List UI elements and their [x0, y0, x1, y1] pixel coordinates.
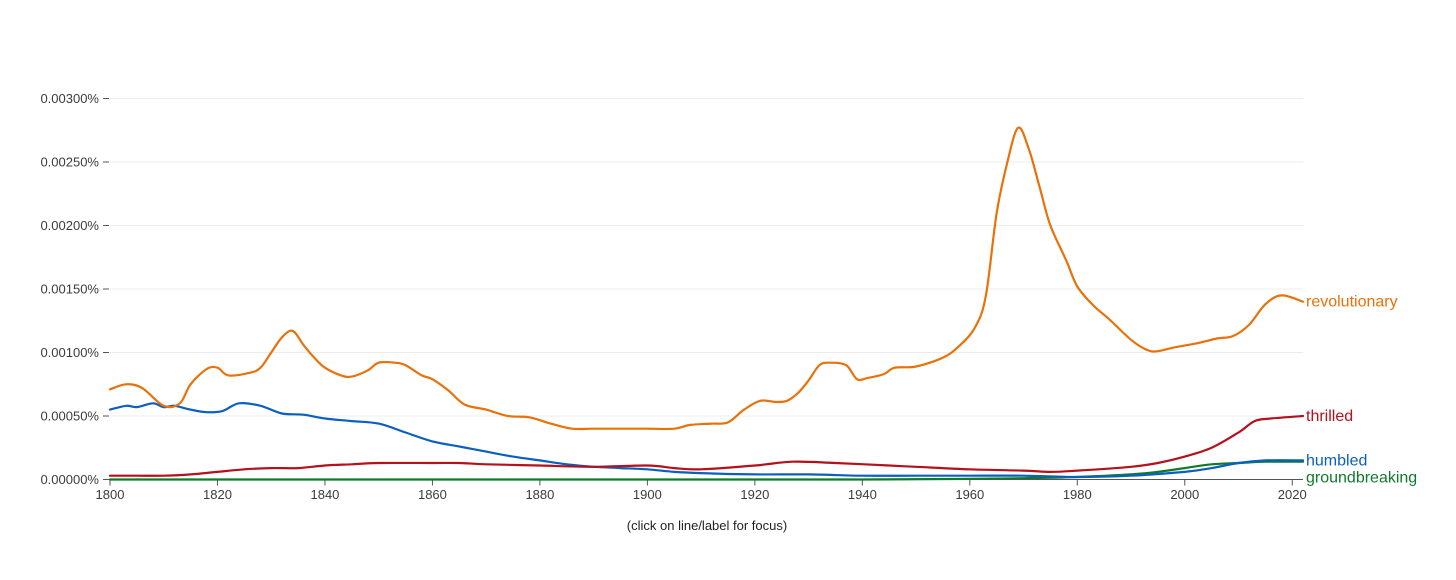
x-tick-label: 1820	[203, 487, 232, 502]
x-tick-label: 2000	[1170, 487, 1199, 502]
x-tick-label: 1920	[740, 487, 769, 502]
x-tick-label: 2020	[1278, 487, 1307, 502]
series-label-groundbreaking[interactable]: groundbreaking	[1306, 469, 1417, 486]
series-line-humbled[interactable]	[108, 402, 1305, 479]
y-tick-label: 0.00200%	[40, 218, 99, 233]
series-label-humbled[interactable]: humbled	[1306, 452, 1367, 469]
y-tick-label: 0.00000%	[40, 472, 99, 487]
x-tick-label: 1880	[525, 487, 554, 502]
y-tick-label: 0.00250%	[40, 155, 99, 170]
series-line-revolutionary[interactable]	[108, 126, 1305, 431]
x-tick-label: 1900	[633, 487, 662, 502]
focus-hint-caption: (click on line/label for focus)	[626, 518, 788, 533]
x-tick-label: 1800	[96, 487, 125, 502]
series-label-revolutionary[interactable]: revolutionary	[1306, 294, 1398, 311]
series-labels[interactable]: revolutionary thrilled humbledgroundbreaki…	[1306, 294, 1417, 487]
x-tick-label: 1860	[418, 487, 447, 502]
x-tick-label: 1940	[848, 487, 877, 502]
series-label-thrilled[interactable]: thrilled	[1306, 408, 1353, 425]
grid-lines	[110, 98, 1303, 417]
series-line-groundbreaking[interactable]	[108, 460, 1305, 481]
x-tick-label: 1840	[310, 487, 339, 502]
x-tick-label: 1960	[955, 487, 984, 502]
y-tick-label: 0.00100%	[40, 345, 99, 360]
series-lines[interactable]	[108, 126, 1305, 481]
series-line-thrilled[interactable]	[108, 414, 1305, 477]
y-tick-label: 0.00300%	[40, 91, 99, 106]
y-tick-label: 0.00050%	[40, 409, 99, 424]
x-tick-label: 1980	[1063, 487, 1092, 502]
y-tick-label: 0.00150%	[40, 282, 99, 297]
axes: 0.00000% 0.00050% 0.00100% 0.00150% 0.00200%…	[40, 91, 1306, 502]
